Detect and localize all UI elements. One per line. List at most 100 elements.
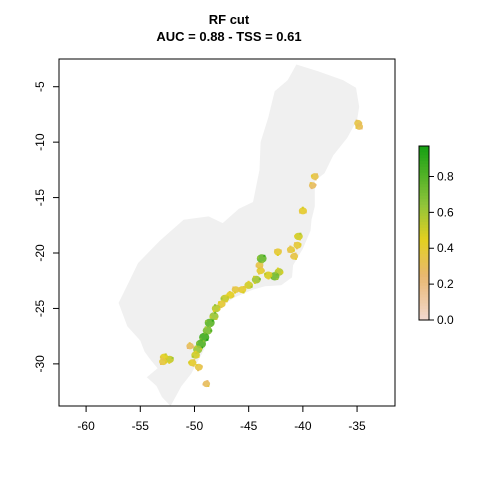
suitability-cell — [244, 285, 247, 288]
colorbar-segment — [419, 279, 429, 283]
y-tick-label: -15 — [33, 189, 47, 207]
suitability-cell — [292, 249, 295, 252]
study-region — [118, 64, 360, 406]
suitability-cell — [289, 245, 292, 248]
colorbar-segment — [419, 233, 429, 237]
suitability-cell — [199, 337, 202, 340]
suitability-cell — [298, 238, 301, 241]
colorbar-segment — [419, 282, 429, 286]
colorbar-segment — [419, 302, 429, 307]
colorbar-segment — [419, 244, 429, 249]
suitability-cell — [310, 174, 313, 177]
colorbar-segment — [419, 218, 429, 222]
suitability-cell — [315, 173, 318, 176]
colorbar-segment — [419, 169, 429, 173]
suitability-cell — [203, 332, 206, 335]
suitability-cell — [200, 365, 203, 368]
y-axis: -5 -10 -15 -20 -25 -30 — [33, 81, 59, 373]
suitability-cell — [258, 278, 261, 281]
suitability-cell — [195, 364, 198, 367]
colorbar-segment — [419, 160, 429, 164]
colorbar-segment — [419, 163, 429, 167]
suitability-cell — [193, 359, 196, 362]
y-tick-label: -30 — [33, 355, 47, 373]
colorbar-segment — [419, 262, 429, 266]
colorbar-segment — [419, 250, 429, 254]
suitability-cell — [360, 127, 363, 130]
x-tick-label: -40 — [294, 419, 312, 433]
colorbar-segment — [419, 227, 429, 231]
suitability-cell — [276, 278, 279, 280]
suitability-cell — [242, 291, 245, 294]
colorbar-segment — [419, 148, 429, 153]
suitability-cell — [218, 301, 220, 304]
suitability-cell — [294, 235, 297, 238]
suitability-cell — [299, 211, 302, 214]
suitability-cell — [204, 326, 207, 329]
suitability-cell — [165, 361, 168, 364]
colorbar-segment — [419, 235, 429, 240]
suitability-cell — [205, 320, 208, 323]
colorbar-segment — [419, 285, 429, 289]
x-tick-label: -45 — [240, 419, 258, 433]
suitability-cell — [159, 356, 162, 359]
y-tick-label: -5 — [33, 81, 47, 92]
suitability-cell — [214, 311, 217, 314]
suitability-cell — [196, 341, 199, 344]
suitability-cell — [191, 346, 194, 349]
colorbar-segment — [419, 201, 429, 205]
suitability-cell — [223, 301, 226, 304]
suitability-cell — [206, 338, 209, 341]
suitability-cell — [200, 348, 203, 350]
colorbar-segment — [419, 215, 429, 220]
suitability-cell — [276, 254, 279, 256]
suitability-cell — [197, 355, 200, 358]
suitability-cell — [358, 122, 361, 125]
suitability-cell — [309, 182, 312, 185]
suitability-cell — [220, 306, 223, 309]
suitability-cell — [360, 122, 363, 125]
colorbar-segment — [419, 206, 429, 211]
suitability-cell — [269, 272, 272, 275]
colorbar-segment — [419, 288, 429, 292]
suitability-cell — [257, 256, 259, 259]
colorbar-segment — [419, 224, 429, 228]
suitability-cell — [299, 243, 302, 246]
suitability-cell — [263, 254, 266, 257]
x-tick-label: -60 — [77, 419, 95, 433]
colorbar-segment — [419, 172, 429, 176]
suitability-cell — [165, 356, 168, 359]
suitability-cell — [299, 232, 302, 235]
suitability-cell — [267, 277, 270, 280]
suitability-cell — [188, 342, 191, 345]
colorbar-tick-label: 0.0 — [437, 313, 454, 327]
colorbar-segment — [419, 291, 429, 295]
suitability-cell — [161, 357, 164, 360]
colorbar-segment — [419, 253, 429, 257]
suitability-cell — [279, 249, 282, 252]
map-subtitle: AUC = 0.88 - TSS = 0.61 — [156, 29, 301, 44]
suitability-cell — [202, 340, 205, 343]
suitability-cell — [276, 267, 279, 270]
suitability-cell — [314, 183, 317, 186]
colorbar-tick-label: 0.4 — [437, 241, 454, 255]
colorbar-frame — [418, 145, 430, 321]
suitability-cell — [281, 271, 284, 274]
suitability-cell — [171, 357, 174, 359]
colorbar-segment — [419, 195, 429, 199]
colorbar-segment — [419, 212, 429, 217]
colorbar-segment — [419, 180, 429, 185]
colorbar-segment — [419, 305, 429, 309]
colorbar-segment — [419, 276, 429, 280]
colorbar-tick-label: 0.6 — [437, 205, 454, 219]
colorbar-segment — [419, 267, 429, 272]
suitability-cell — [260, 266, 263, 269]
colorbar-segment — [419, 221, 429, 225]
suitability-cell — [253, 281, 256, 284]
colorbar-segment — [419, 308, 429, 312]
y-tick-label: -20 — [33, 244, 47, 262]
suitability-cell — [294, 242, 297, 245]
colorbar-segment — [419, 183, 429, 188]
suitability-cell — [294, 252, 297, 255]
